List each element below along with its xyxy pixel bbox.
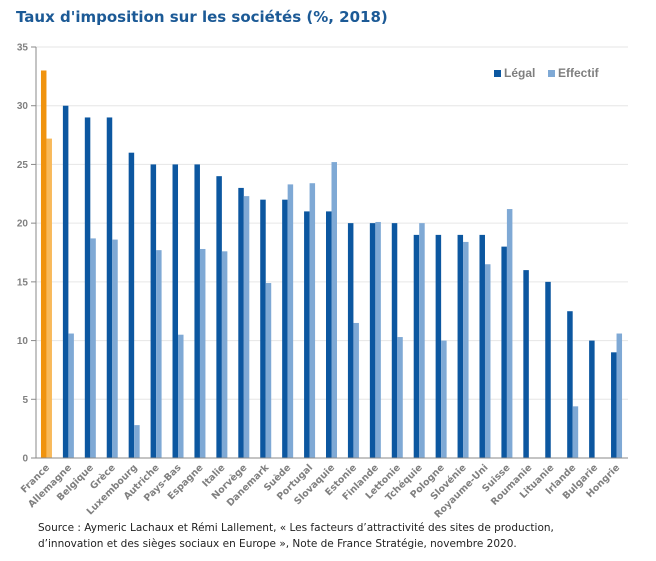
bars <box>40 70 623 459</box>
bar-lgal-0 <box>40 70 47 458</box>
bar-effectif-3 <box>112 239 118 458</box>
chart-title: Taux d'imposition sur les sociétés (%, 2… <box>16 8 388 26</box>
legend-swatch-lgal <box>494 70 501 77</box>
source-line-2: d’innovation et des sièges sociaux en Eu… <box>38 538 517 550</box>
source-line-1: Source : Aymeric Lachaux et Rémi Lalleme… <box>38 522 554 534</box>
bar-lgal-14 <box>347 223 354 458</box>
bar-effectif-9 <box>243 196 250 459</box>
bar-lgal-1 <box>62 105 69 458</box>
bar-lgal-13 <box>326 211 332 458</box>
bar-lgal-24 <box>567 311 573 458</box>
bar-lgal-11 <box>282 199 288 458</box>
bar-lgal-5 <box>150 164 157 458</box>
source-note: Source : Aymeric Lachaux et Rémi Lalleme… <box>38 520 554 552</box>
bar-lgal-26 <box>611 352 617 458</box>
bar-lgal-17 <box>413 234 420 458</box>
bar-lgal-15 <box>369 223 376 458</box>
bar-effectif-12 <box>309 183 316 458</box>
bar-effectif-5 <box>156 250 162 458</box>
bar-lgal-4 <box>128 152 135 458</box>
bar-lgal-9 <box>238 187 244 458</box>
bar-lgal-25 <box>589 340 595 458</box>
bar-lgal-19 <box>457 234 464 458</box>
bar-lgal-8 <box>216 176 222 458</box>
bar-effectif-1 <box>68 333 74 458</box>
bar-effectif-14 <box>353 322 359 458</box>
bar-lgal-7 <box>194 164 200 458</box>
bar-lgal-18 <box>435 234 442 458</box>
y-tick-label: 15 <box>17 277 29 288</box>
bar-effectif-15 <box>375 221 381 458</box>
bar-effectif-2 <box>90 238 96 458</box>
bar-lgal-20 <box>479 234 485 458</box>
bar-lgal-2 <box>84 117 91 458</box>
bar-effectif-21 <box>506 209 513 458</box>
x-tick-labels: FranceAllemagneBelgiqueGrèceLuxembourgAu… <box>19 462 622 521</box>
bar-effectif-26 <box>616 333 623 458</box>
bar-effectif-7 <box>199 248 206 458</box>
bar-effectif-8 <box>221 251 228 458</box>
bar-effectif-10 <box>265 283 272 458</box>
bar-effectif-19 <box>463 241 469 458</box>
y-tick-label: 25 <box>17 160 29 171</box>
bar-lgal-10 <box>260 199 266 458</box>
y-tick-label: 35 <box>17 43 29 54</box>
bar-effectif-13 <box>331 162 337 458</box>
bar-effectif-24 <box>572 406 579 458</box>
bar-effectif-18 <box>441 340 447 458</box>
bar-lgal-16 <box>391 223 398 458</box>
legend-swatch-effectif <box>548 70 555 77</box>
y-tick-label: 30 <box>17 101 29 112</box>
legend-label: Légal <box>504 66 535 80</box>
bar-lgal-3 <box>106 117 113 458</box>
bar-effectif-16 <box>397 337 403 458</box>
bar-lgal-12 <box>304 211 310 458</box>
y-tick-label: 10 <box>17 336 29 347</box>
bar-lgal-6 <box>172 164 179 458</box>
legend: Légal Effectif <box>494 66 600 80</box>
bar-effectif-20 <box>484 264 491 458</box>
bar-effectif-6 <box>178 334 184 458</box>
bar-lgal-21 <box>501 246 507 458</box>
bar-lgal-23 <box>545 281 551 458</box>
legend-label: Effectif <box>558 66 600 80</box>
bar-effectif-17 <box>419 223 425 458</box>
bar-effectif-0 <box>46 138 52 458</box>
bar-lgal-22 <box>523 270 529 458</box>
y-tick-label: 0 <box>22 454 28 465</box>
bar-effectif-11 <box>287 184 294 459</box>
y-tick-label: 20 <box>17 219 29 230</box>
bar-effectif-4 <box>134 425 140 458</box>
y-tick-label: 5 <box>22 395 28 406</box>
y-axis: 0 5 10 15 20 25 30 35 <box>17 43 37 465</box>
